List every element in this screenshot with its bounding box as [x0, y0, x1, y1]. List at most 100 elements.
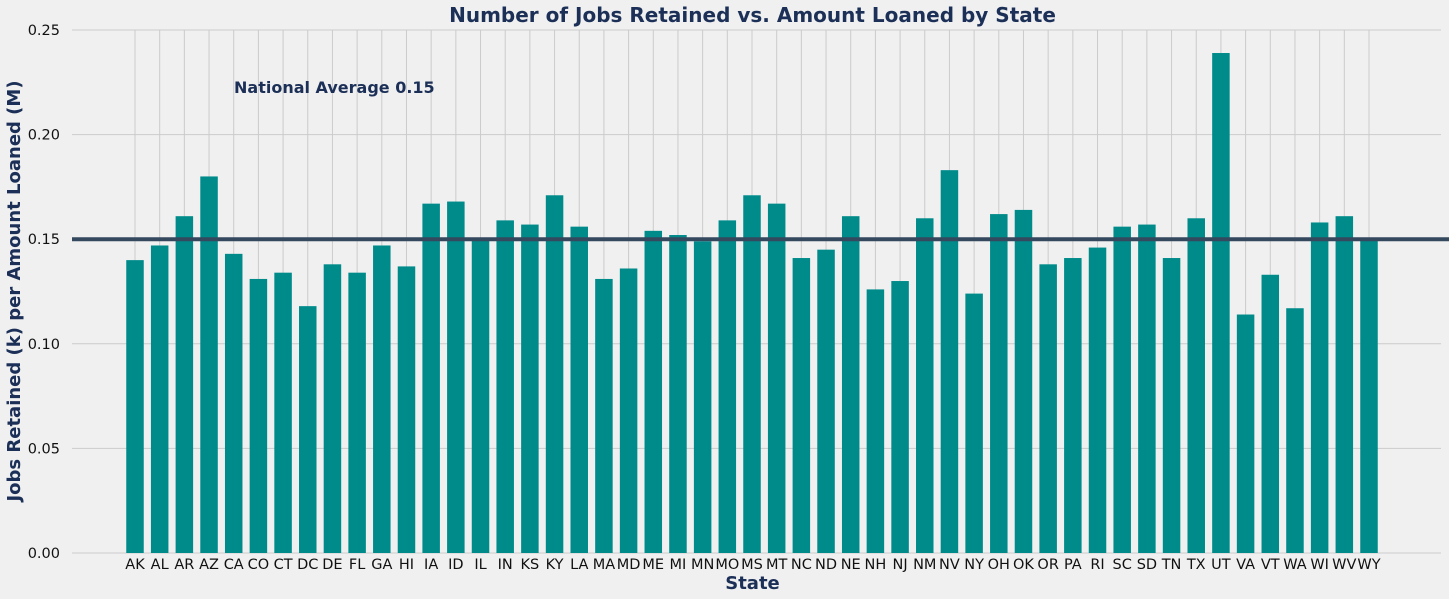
- x-tick-label: IA: [424, 557, 438, 573]
- bar-ny: [965, 293, 983, 553]
- x-tick-label: AK: [125, 557, 145, 573]
- x-tick-label: HI: [399, 557, 414, 573]
- bar-or: [1039, 264, 1057, 553]
- bar-al: [150, 245, 169, 553]
- x-tick-label: LA: [570, 557, 588, 573]
- bar-nv: [940, 170, 959, 553]
- x-tick-label: WY: [1357, 557, 1380, 573]
- bar-ut: [1212, 53, 1230, 554]
- bar-pa: [1064, 258, 1082, 553]
- x-tick-label: SC: [1113, 557, 1132, 573]
- x-tick-label: OK: [1013, 557, 1034, 573]
- x-tick-label: RI: [1090, 557, 1104, 573]
- bars: [126, 53, 1378, 554]
- x-tick-label: TX: [1186, 557, 1206, 573]
- y-ticks: 0.00 0.05 0.10 0.15 0.20 0.25: [28, 23, 60, 562]
- bar-dc: [299, 306, 317, 553]
- x-tick-label: MO: [715, 557, 739, 573]
- x-tick-label: KS: [521, 557, 540, 573]
- x-tick-label: IN: [498, 557, 513, 573]
- x-tick-label: KY: [546, 557, 564, 573]
- x-tick-label: AR: [174, 557, 194, 573]
- bar-hi: [397, 266, 416, 553]
- x-tick-label: NJ: [893, 557, 908, 573]
- bar-ak: [126, 260, 144, 553]
- bar-ma: [595, 278, 613, 553]
- x-tick-label: NM: [913, 557, 936, 573]
- bar-ar: [175, 216, 194, 554]
- bar-nh: [866, 289, 885, 553]
- x-tick-label: MT: [766, 557, 788, 573]
- x-ticks: AK AL AR AZ CA CO CT DC DE FL GA HI IA ID IL IN KS KY LA MA…: [125, 557, 1380, 573]
- x-tick-label: IL: [474, 557, 486, 573]
- bar-ne: [841, 216, 860, 554]
- bar-mt: [767, 203, 786, 554]
- x-tick-label: WI: [1310, 557, 1329, 573]
- x-tick-label: WA: [1283, 557, 1307, 573]
- x-tick-label: NE: [841, 557, 861, 573]
- bar-ri: [1088, 247, 1107, 553]
- x-tick-label: MI: [670, 557, 687, 573]
- bar-id: [447, 201, 465, 553]
- bar-va: [1236, 314, 1255, 553]
- x-tick-label: CA: [224, 557, 244, 573]
- bar-az: [200, 176, 218, 553]
- x-tick-label: OH: [988, 557, 1010, 573]
- bar-ia: [422, 203, 440, 554]
- x-tick-label: MA: [593, 557, 616, 573]
- bar-ky: [545, 195, 564, 553]
- bar-mi: [669, 235, 687, 554]
- bar-me: [644, 230, 663, 553]
- x-tick-label: AL: [151, 557, 169, 573]
- y-tick-label: 0.25: [28, 23, 60, 39]
- y-tick-label: 0.20: [28, 128, 60, 144]
- y-tick-label: 0.00: [28, 546, 60, 562]
- x-tick-label: FL: [349, 557, 365, 573]
- bar-ok: [1014, 209, 1033, 554]
- x-tick-label: DE: [322, 557, 342, 573]
- bar-mn: [693, 241, 712, 554]
- x-tick-label: ME: [642, 557, 664, 573]
- y-axis-label: Jobs Retained (k) per Amount Loaned (M): [4, 80, 25, 503]
- x-tick-label: UT: [1211, 557, 1231, 573]
- bar-ks: [521, 224, 539, 553]
- bar-wv: [1335, 216, 1354, 554]
- bar-oh: [990, 214, 1008, 553]
- x-tick-label: NY: [964, 557, 984, 573]
- y-tick-label: 0.15: [28, 232, 60, 248]
- bar-nm: [916, 218, 934, 553]
- bar-in: [496, 220, 514, 553]
- bar-co: [249, 278, 268, 553]
- bar-wy: [1360, 239, 1378, 553]
- bar-nj: [891, 281, 909, 553]
- x-tick-label: VA: [1236, 557, 1255, 573]
- x-tick-label: SD: [1137, 557, 1157, 573]
- chart-title: Number of Jobs Retained vs. Amount Loane…: [449, 3, 1056, 27]
- bar-sd: [1138, 224, 1156, 553]
- x-tick-label: OR: [1037, 557, 1059, 573]
- x-tick-label: MN: [691, 557, 714, 573]
- bar-tx: [1187, 218, 1205, 553]
- x-tick-label: WV: [1332, 557, 1356, 573]
- x-tick-label: PA: [1064, 557, 1082, 573]
- bar-nd: [817, 249, 835, 553]
- x-tick-label: NC: [791, 557, 812, 573]
- national-average-label: National Average 0.15: [234, 78, 435, 97]
- bar-la: [570, 226, 588, 553]
- x-tick-label: ND: [815, 557, 837, 573]
- bar-mo: [718, 220, 737, 553]
- bar-de: [323, 264, 342, 553]
- bar-ca: [224, 253, 243, 553]
- x-tick-label: DC: [297, 557, 318, 573]
- bar-il: [471, 239, 490, 553]
- bar-wi: [1310, 222, 1329, 554]
- bar-fl: [348, 272, 366, 553]
- bar-ct: [274, 272, 292, 553]
- bar-vt: [1261, 274, 1280, 553]
- x-tick-label: AZ: [199, 557, 219, 573]
- x-tick-label: GA: [371, 557, 392, 573]
- x-axis-label: State: [725, 573, 780, 594]
- x-tick-label: MD: [617, 557, 641, 573]
- x-tick-label: ID: [448, 557, 463, 573]
